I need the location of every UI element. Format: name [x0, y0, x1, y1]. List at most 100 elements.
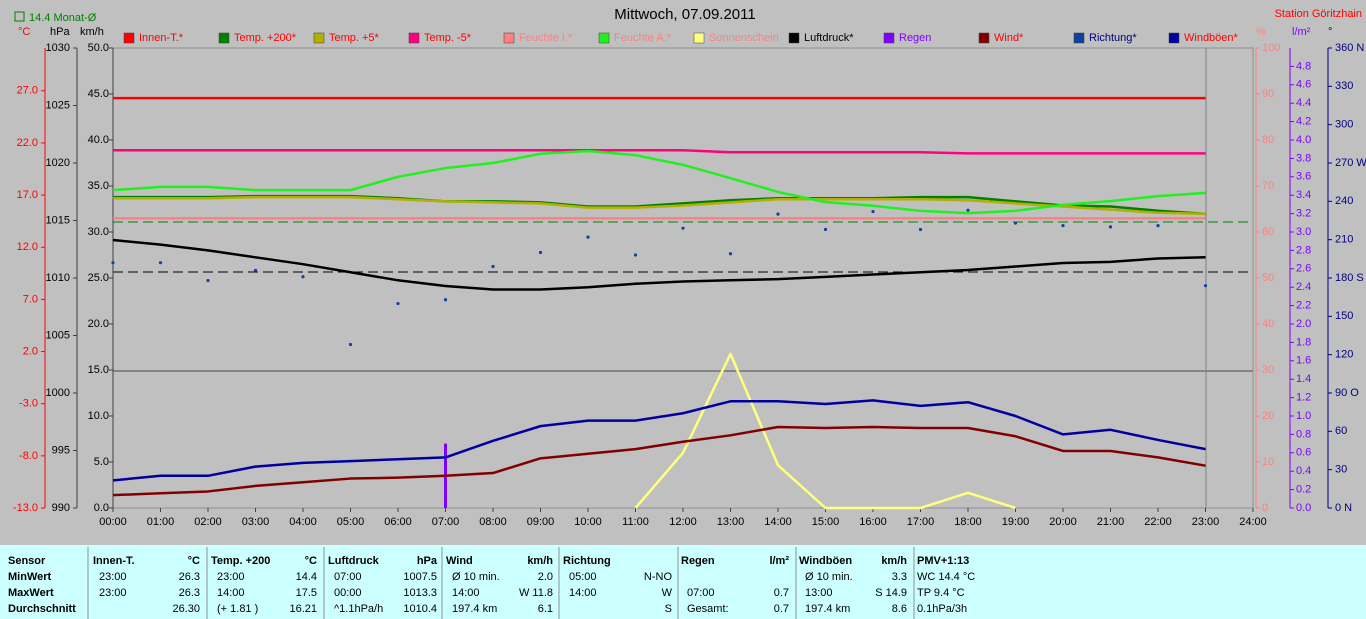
column-unit: km/h — [527, 555, 553, 567]
x-tick-label: 07:00 — [432, 516, 460, 528]
y-tick-label: 150 — [1335, 310, 1353, 322]
y-tick-label: 50 — [1262, 272, 1274, 284]
y-tick-label: 30 — [1262, 364, 1274, 376]
table-cell: 26.30 — [172, 603, 200, 615]
point — [728, 252, 733, 256]
table-cell: 2.0 — [538, 571, 553, 583]
y-tick-label: -13.0 — [13, 502, 38, 514]
y-tick-label: 0.2 — [1296, 484, 1311, 496]
column-header: Wind — [446, 555, 473, 567]
y-tick-label: 45.0 — [88, 88, 109, 100]
y-tick-label: -3.0 — [19, 398, 38, 410]
point — [918, 227, 923, 232]
table-cell: 23:00 — [217, 571, 245, 583]
x-tick-label: 09:00 — [527, 516, 555, 528]
y-tick-label: 4.6 — [1296, 79, 1311, 91]
x-tick-label: 15:00 — [812, 516, 840, 528]
series-line — [112, 238, 1206, 291]
x-tick-label: 03:00 — [242, 516, 270, 528]
series-line — [634, 352, 1016, 510]
legend-label: Innen-T.* — [139, 32, 184, 44]
point — [1156, 224, 1160, 228]
table-cell: 197.4 km — [805, 603, 850, 615]
table-cell: 0.7 — [774, 603, 789, 615]
x-tick-label: 13:00 — [717, 516, 745, 528]
y-tick-label: 0.8 — [1296, 428, 1311, 440]
point — [491, 264, 495, 269]
legend-label: Richtung* — [1089, 32, 1137, 44]
legend-swatch — [408, 32, 420, 44]
series-line — [113, 195, 1206, 216]
y-tick-label: 3.4 — [1296, 189, 1311, 201]
column-unit: l/m² — [769, 555, 789, 567]
x-tick-label: 19:00 — [1002, 516, 1030, 528]
row-label: Durchschnitt — [8, 603, 76, 615]
y-tick-label: 1.4 — [1296, 373, 1311, 385]
legend-swatch — [123, 32, 135, 44]
table-cell: TP 9.4 °C — [917, 587, 965, 599]
table-cell: 0.1hPa/3h — [917, 603, 967, 615]
y-tick-label: 1010 — [46, 272, 70, 284]
point — [1203, 284, 1208, 288]
y-tick-label: 0 N — [1335, 502, 1352, 514]
point — [443, 298, 448, 302]
y-tick-label: 2.0 — [1296, 318, 1311, 330]
y-tick-label: 15.0 — [88, 364, 109, 376]
x-tick-label: 17:00 — [907, 516, 935, 528]
x-tick-label: 10:00 — [574, 516, 602, 528]
series-line — [112, 425, 1206, 497]
axis-unit: km/h — [80, 26, 104, 38]
y-tick-label: 1000 — [46, 387, 70, 399]
y-tick-label: 4.0 — [1296, 134, 1311, 146]
table-cell: 07:00 — [334, 571, 362, 583]
axis-unit: % — [1256, 26, 1266, 38]
y-tick-label: 50.0 — [88, 42, 109, 54]
point — [776, 212, 780, 216]
row-label: MaxWert — [8, 587, 54, 599]
y-tick-label: 60 — [1262, 226, 1274, 238]
y-tick-label: 22.0 — [17, 137, 38, 149]
y-tick-label: 3.8 — [1296, 152, 1311, 164]
point — [871, 209, 875, 214]
plot-area — [112, 47, 1254, 509]
y-tick-label: 2.8 — [1296, 244, 1311, 256]
y-tick-label: 4.4 — [1296, 97, 1311, 109]
y-tick-label: 20.0 — [88, 318, 109, 330]
legend-swatch — [1168, 32, 1180, 44]
table-background — [0, 545, 1366, 619]
table-cell: 16.21 — [289, 603, 317, 615]
y-tick-label: 7.0 — [23, 293, 38, 305]
y-tick-label: 0 — [1262, 502, 1268, 514]
x-tick-label: 01:00 — [147, 516, 175, 528]
point — [1061, 224, 1065, 228]
table-cell: 26.3 — [179, 587, 200, 599]
point — [1013, 221, 1018, 225]
y-tick-label: 1.8 — [1296, 336, 1311, 348]
month-average: 14.4 Monat-Ø — [29, 12, 97, 24]
legend-label: Feuchte I.* — [519, 32, 573, 44]
axis-unit: ° — [1328, 26, 1332, 38]
point — [966, 208, 970, 212]
legend-label: Temp. +200* — [234, 32, 297, 44]
axis-unit: l/m² — [1292, 26, 1311, 38]
legend-swatch — [503, 32, 515, 44]
y-tick-label: 995 — [52, 444, 70, 456]
point — [586, 235, 590, 239]
y-tick-label: 2.2 — [1296, 300, 1311, 312]
column-unit: km/h — [881, 555, 907, 567]
y-tick-label: 4.8 — [1296, 60, 1311, 72]
y-tick-label: 990 — [52, 502, 70, 514]
table-cell: S 14.9 — [875, 587, 907, 599]
y-tick-label: 25.0 — [88, 272, 109, 284]
legend-label: Regen — [899, 32, 931, 44]
point — [111, 261, 115, 265]
y-tick-label: 2.4 — [1296, 281, 1311, 293]
axis-unit: hPa — [50, 26, 70, 38]
y-tick-label: 12.0 — [17, 241, 38, 253]
table-cell: 17.5 — [296, 587, 317, 599]
table-cell: 14:00 — [452, 587, 480, 599]
legend-swatch — [788, 32, 800, 44]
y-tick-label: 0.4 — [1296, 465, 1311, 477]
point — [396, 301, 400, 306]
legend-swatch — [978, 32, 990, 44]
